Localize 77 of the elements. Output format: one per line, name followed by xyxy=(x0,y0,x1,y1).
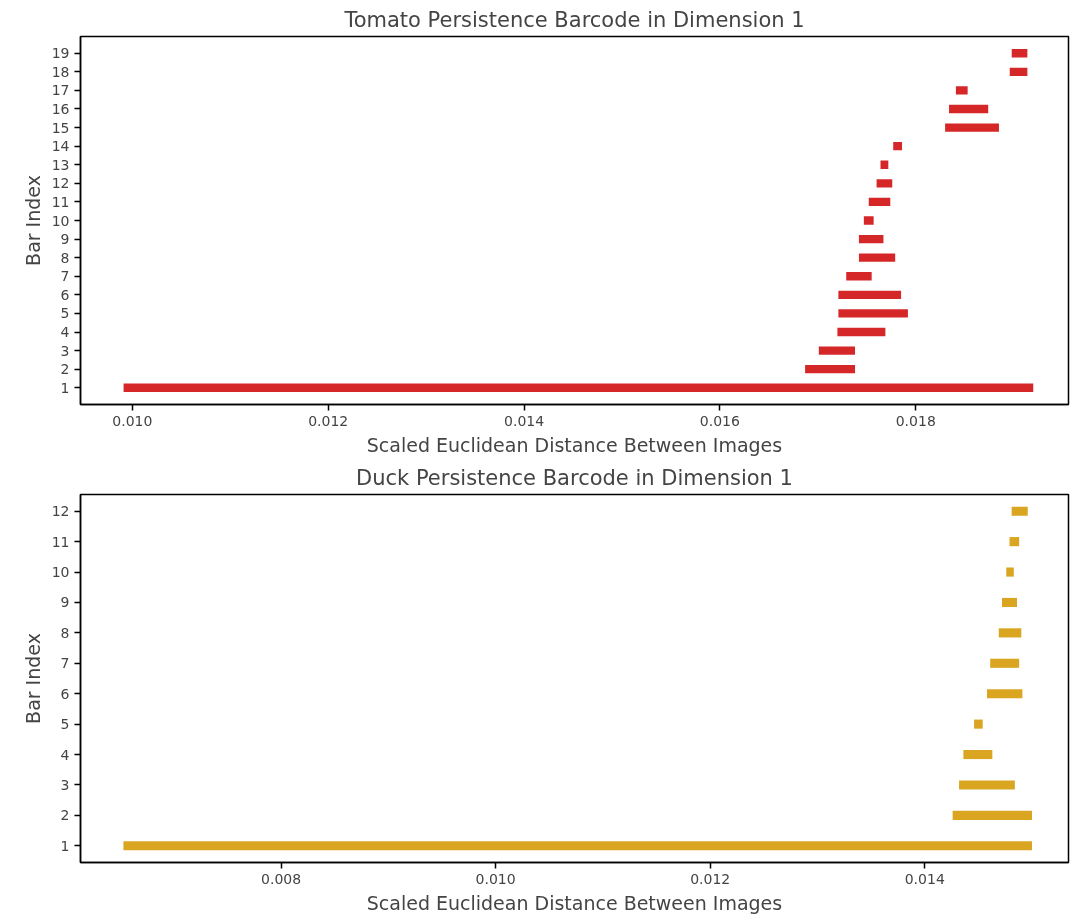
y-tick-label: 4 xyxy=(60,324,70,341)
y-tick-label: 9 xyxy=(60,231,70,248)
y-tick-label: 7 xyxy=(60,655,70,672)
y-tick-label: 12 xyxy=(51,175,70,192)
bar xyxy=(838,290,902,300)
bar xyxy=(893,141,903,151)
y-tick-label: 15 xyxy=(51,119,70,136)
y-tick-label: 7 xyxy=(60,268,70,285)
bar xyxy=(837,327,886,337)
bar xyxy=(123,841,1033,851)
bar xyxy=(955,86,968,95)
y-tick-label: 19 xyxy=(51,45,70,62)
bar xyxy=(1011,49,1028,58)
y-tick-label: 9 xyxy=(60,594,70,611)
x-axis-title: Scaled Euclidean Distance Between Images xyxy=(366,891,783,914)
y-tick-label: 14 xyxy=(51,138,70,155)
bar xyxy=(949,104,989,114)
bar xyxy=(876,179,893,188)
y-tick-label: 2 xyxy=(60,807,70,824)
y-tick-label: 16 xyxy=(51,100,70,117)
chart-title: Tomato Persistence Barcode in Dimension 1 xyxy=(343,7,805,32)
bar xyxy=(838,309,908,318)
y-tick-label: 6 xyxy=(60,286,70,303)
bar xyxy=(963,749,993,760)
bar xyxy=(974,719,983,729)
bar xyxy=(880,160,889,169)
y-axis-title: Bar Index xyxy=(21,175,44,266)
y-tick-label: 3 xyxy=(60,776,70,793)
bar xyxy=(1006,567,1014,577)
y-tick-label: 1 xyxy=(60,379,70,396)
y-tick-label: 4 xyxy=(60,746,70,763)
bar xyxy=(945,123,999,132)
bar xyxy=(1001,597,1018,608)
x-tick-label: 0.012 xyxy=(690,870,731,887)
x-tick-label: 0.008 xyxy=(261,870,302,887)
y-tick-label: 1 xyxy=(60,837,70,854)
bar xyxy=(123,383,1034,392)
y-tick-label: 8 xyxy=(60,624,70,641)
bar xyxy=(805,365,856,374)
bar xyxy=(986,689,1023,699)
bar xyxy=(1009,537,1020,547)
bar xyxy=(1011,506,1028,516)
y-tick-label: 10 xyxy=(51,212,70,229)
y-tick-label: 11 xyxy=(51,193,70,210)
y-tick-label: 6 xyxy=(60,685,70,702)
x-tick-label: 0.010 xyxy=(475,870,516,887)
bar xyxy=(868,197,891,207)
y-tick-label: 3 xyxy=(60,342,70,359)
y-tick-label: 5 xyxy=(60,716,70,733)
y-tick-label: 18 xyxy=(51,63,70,80)
chart-title: Duck Persistence Barcode in Dimension 1 xyxy=(356,465,793,490)
bar xyxy=(818,346,856,355)
y-tick-label: 13 xyxy=(51,156,70,173)
y-tick-label: 12 xyxy=(51,503,70,520)
y-tick-label: 5 xyxy=(60,305,70,322)
x-tick-label: 0.014 xyxy=(504,412,545,429)
bar xyxy=(858,234,884,244)
bar xyxy=(990,658,1020,668)
x-tick-label: 0.012 xyxy=(308,412,349,429)
y-axis-title: Bar Index xyxy=(21,633,44,724)
bar xyxy=(858,253,896,262)
x-tick-label: 0.014 xyxy=(904,870,945,887)
x-tick-label: 0.018 xyxy=(895,412,936,429)
y-tick-label: 10 xyxy=(51,564,70,581)
x-axis-title: Scaled Euclidean Distance Between Images xyxy=(366,433,783,456)
bar xyxy=(952,810,1033,820)
bar xyxy=(959,780,1015,790)
x-tick-label: 0.016 xyxy=(699,412,741,429)
y-tick-label: 17 xyxy=(51,82,70,99)
bar xyxy=(1009,67,1028,76)
y-tick-label: 11 xyxy=(51,533,70,550)
y-tick-label: 8 xyxy=(60,249,70,266)
bar xyxy=(846,272,872,281)
x-tick-label: 0.010 xyxy=(112,412,153,429)
bar xyxy=(863,216,874,225)
bar xyxy=(998,628,1022,638)
y-tick-label: 2 xyxy=(60,361,70,378)
